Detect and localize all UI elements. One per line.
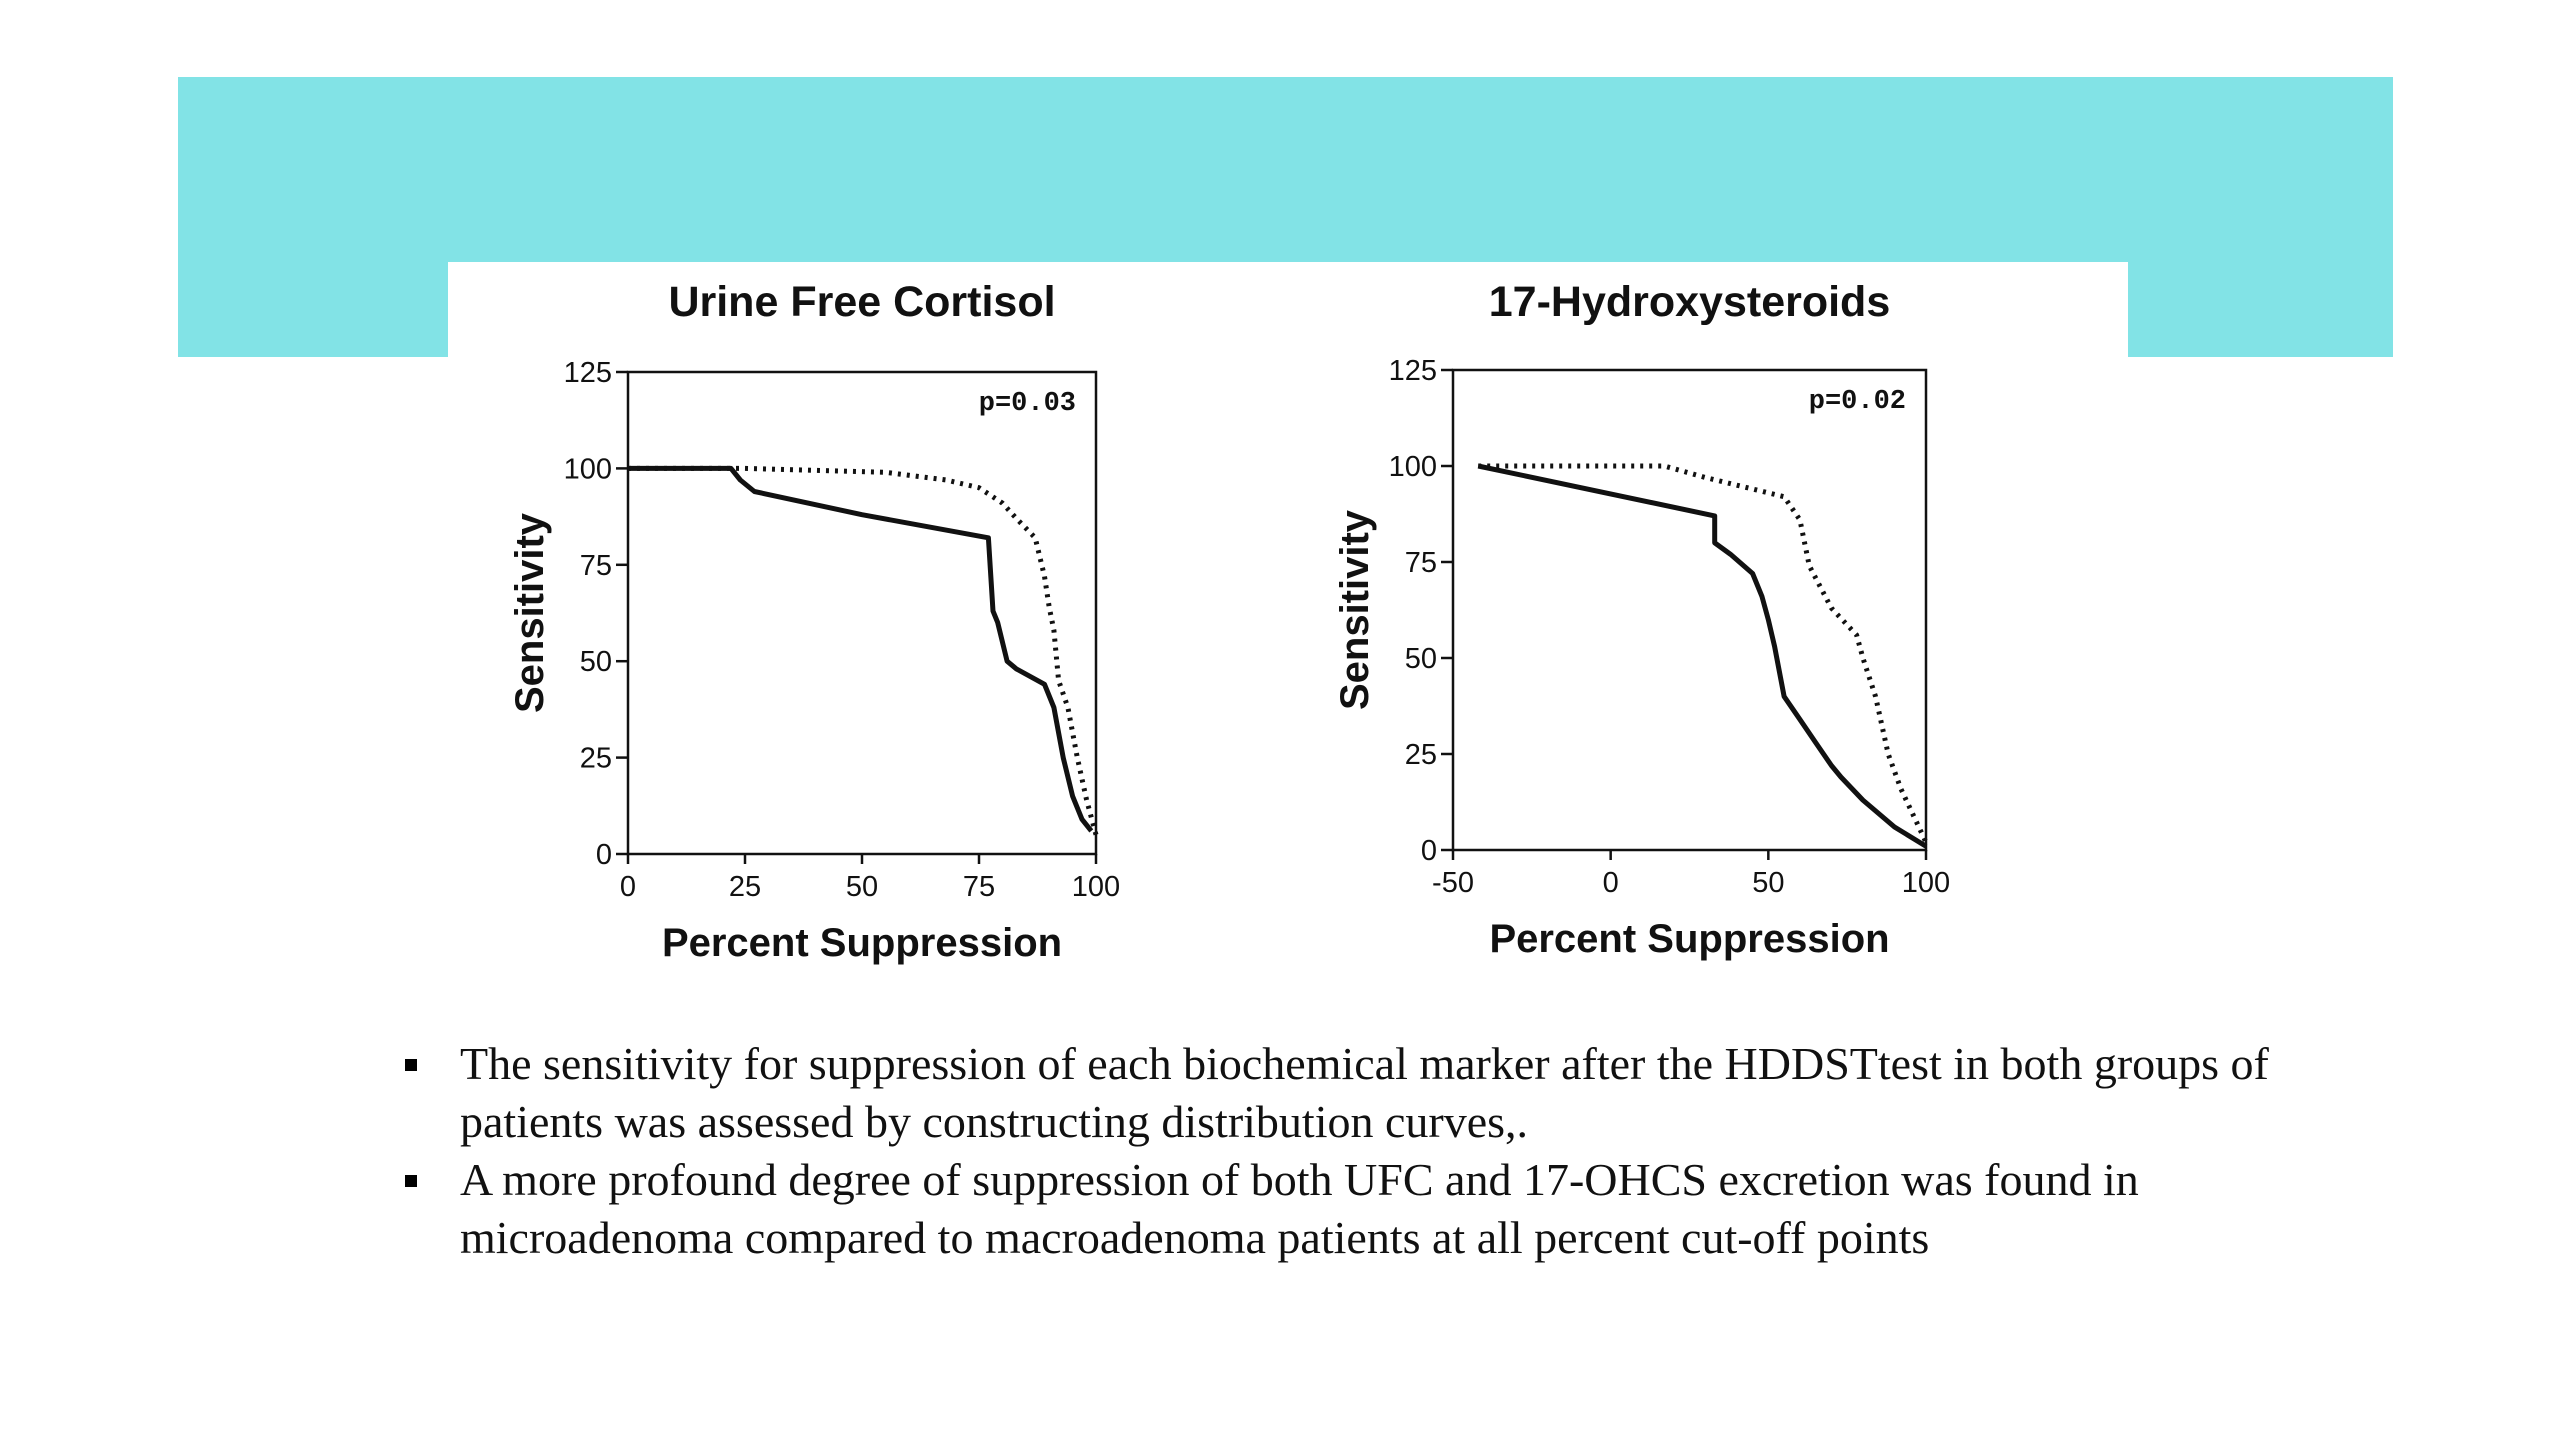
x-tick-label: 100 — [1072, 871, 1120, 903]
x-axis-label: Percent Suppression — [1489, 917, 1889, 961]
x-tick-label: 0 — [620, 871, 636, 903]
chart-title: 17-Hydroxysteroids — [1489, 278, 1891, 326]
y-tick-label: 25 — [1405, 739, 1437, 771]
slide-banner-left — [178, 77, 448, 357]
y-axis-label: Sensitivity — [1333, 509, 1377, 710]
bullet-marker — [405, 1175, 417, 1187]
y-tick-label: 125 — [564, 357, 612, 389]
y-tick-label: 100 — [1389, 451, 1437, 483]
y-tick-label: 125 — [1389, 355, 1437, 387]
x-axis-label: Percent Suppression — [662, 921, 1062, 965]
plot-frame — [1451, 368, 1928, 852]
charts-figure: 0 25 50 75 100 125 0 25 50 75 100 Urine Free Cortis… — [508, 278, 1950, 965]
x-tick-label: 0 — [1603, 867, 1619, 899]
x-tick-label: 50 — [846, 871, 878, 903]
x-tick-label: 50 — [1752, 867, 1784, 899]
p-value-annotation: p=0.02 — [1809, 387, 1906, 417]
y-tick-label: 75 — [1405, 547, 1437, 579]
x-tick-label: 75 — [963, 871, 995, 903]
slide-banner-right — [2128, 77, 2393, 357]
figure-panel: 0 25 50 75 100 125 0 25 50 75 100 Urine Free Cortis… — [448, 262, 2128, 1012]
dotted-series-line — [628, 465, 1099, 836]
plot-frame — [626, 370, 1098, 856]
y-tick-label: 75 — [580, 550, 612, 582]
y-tick-label: 25 — [580, 743, 612, 775]
y-tick-label: 100 — [564, 453, 612, 485]
slide-banner-top — [448, 77, 2128, 262]
y-tick-label: 50 — [1405, 643, 1437, 675]
solid-series-line — [628, 465, 1094, 833]
y-tick-label: 0 — [596, 839, 612, 871]
bullet-item: The sensitivity for suppression of each … — [400, 1035, 2400, 1151]
x-tick-label: 100 — [1902, 867, 1950, 899]
y-tick-label: 50 — [580, 646, 612, 678]
bullet-item: A more profound degree of suppression of… — [400, 1151, 2400, 1267]
x-tick-label: -50 — [1432, 867, 1474, 899]
solid-series-line — [1477, 463, 1928, 849]
chart-title: Urine Free Cortisol — [668, 278, 1055, 326]
p-value-annotation: p=0.03 — [979, 389, 1076, 419]
bullet-marker — [405, 1059, 417, 1071]
bullet-text: A more profound degree of suppression of… — [460, 1154, 2139, 1263]
bullet-list: The sensitivity for suppression of each … — [400, 1035, 2400, 1267]
y-tick-label: 0 — [1421, 835, 1437, 867]
x-tick-label: 25 — [729, 871, 761, 903]
bullet-text: The sensitivity for suppression of each … — [460, 1038, 2269, 1147]
dotted-series-line — [1478, 463, 1929, 844]
y-axis-label: Sensitivity — [508, 512, 552, 713]
